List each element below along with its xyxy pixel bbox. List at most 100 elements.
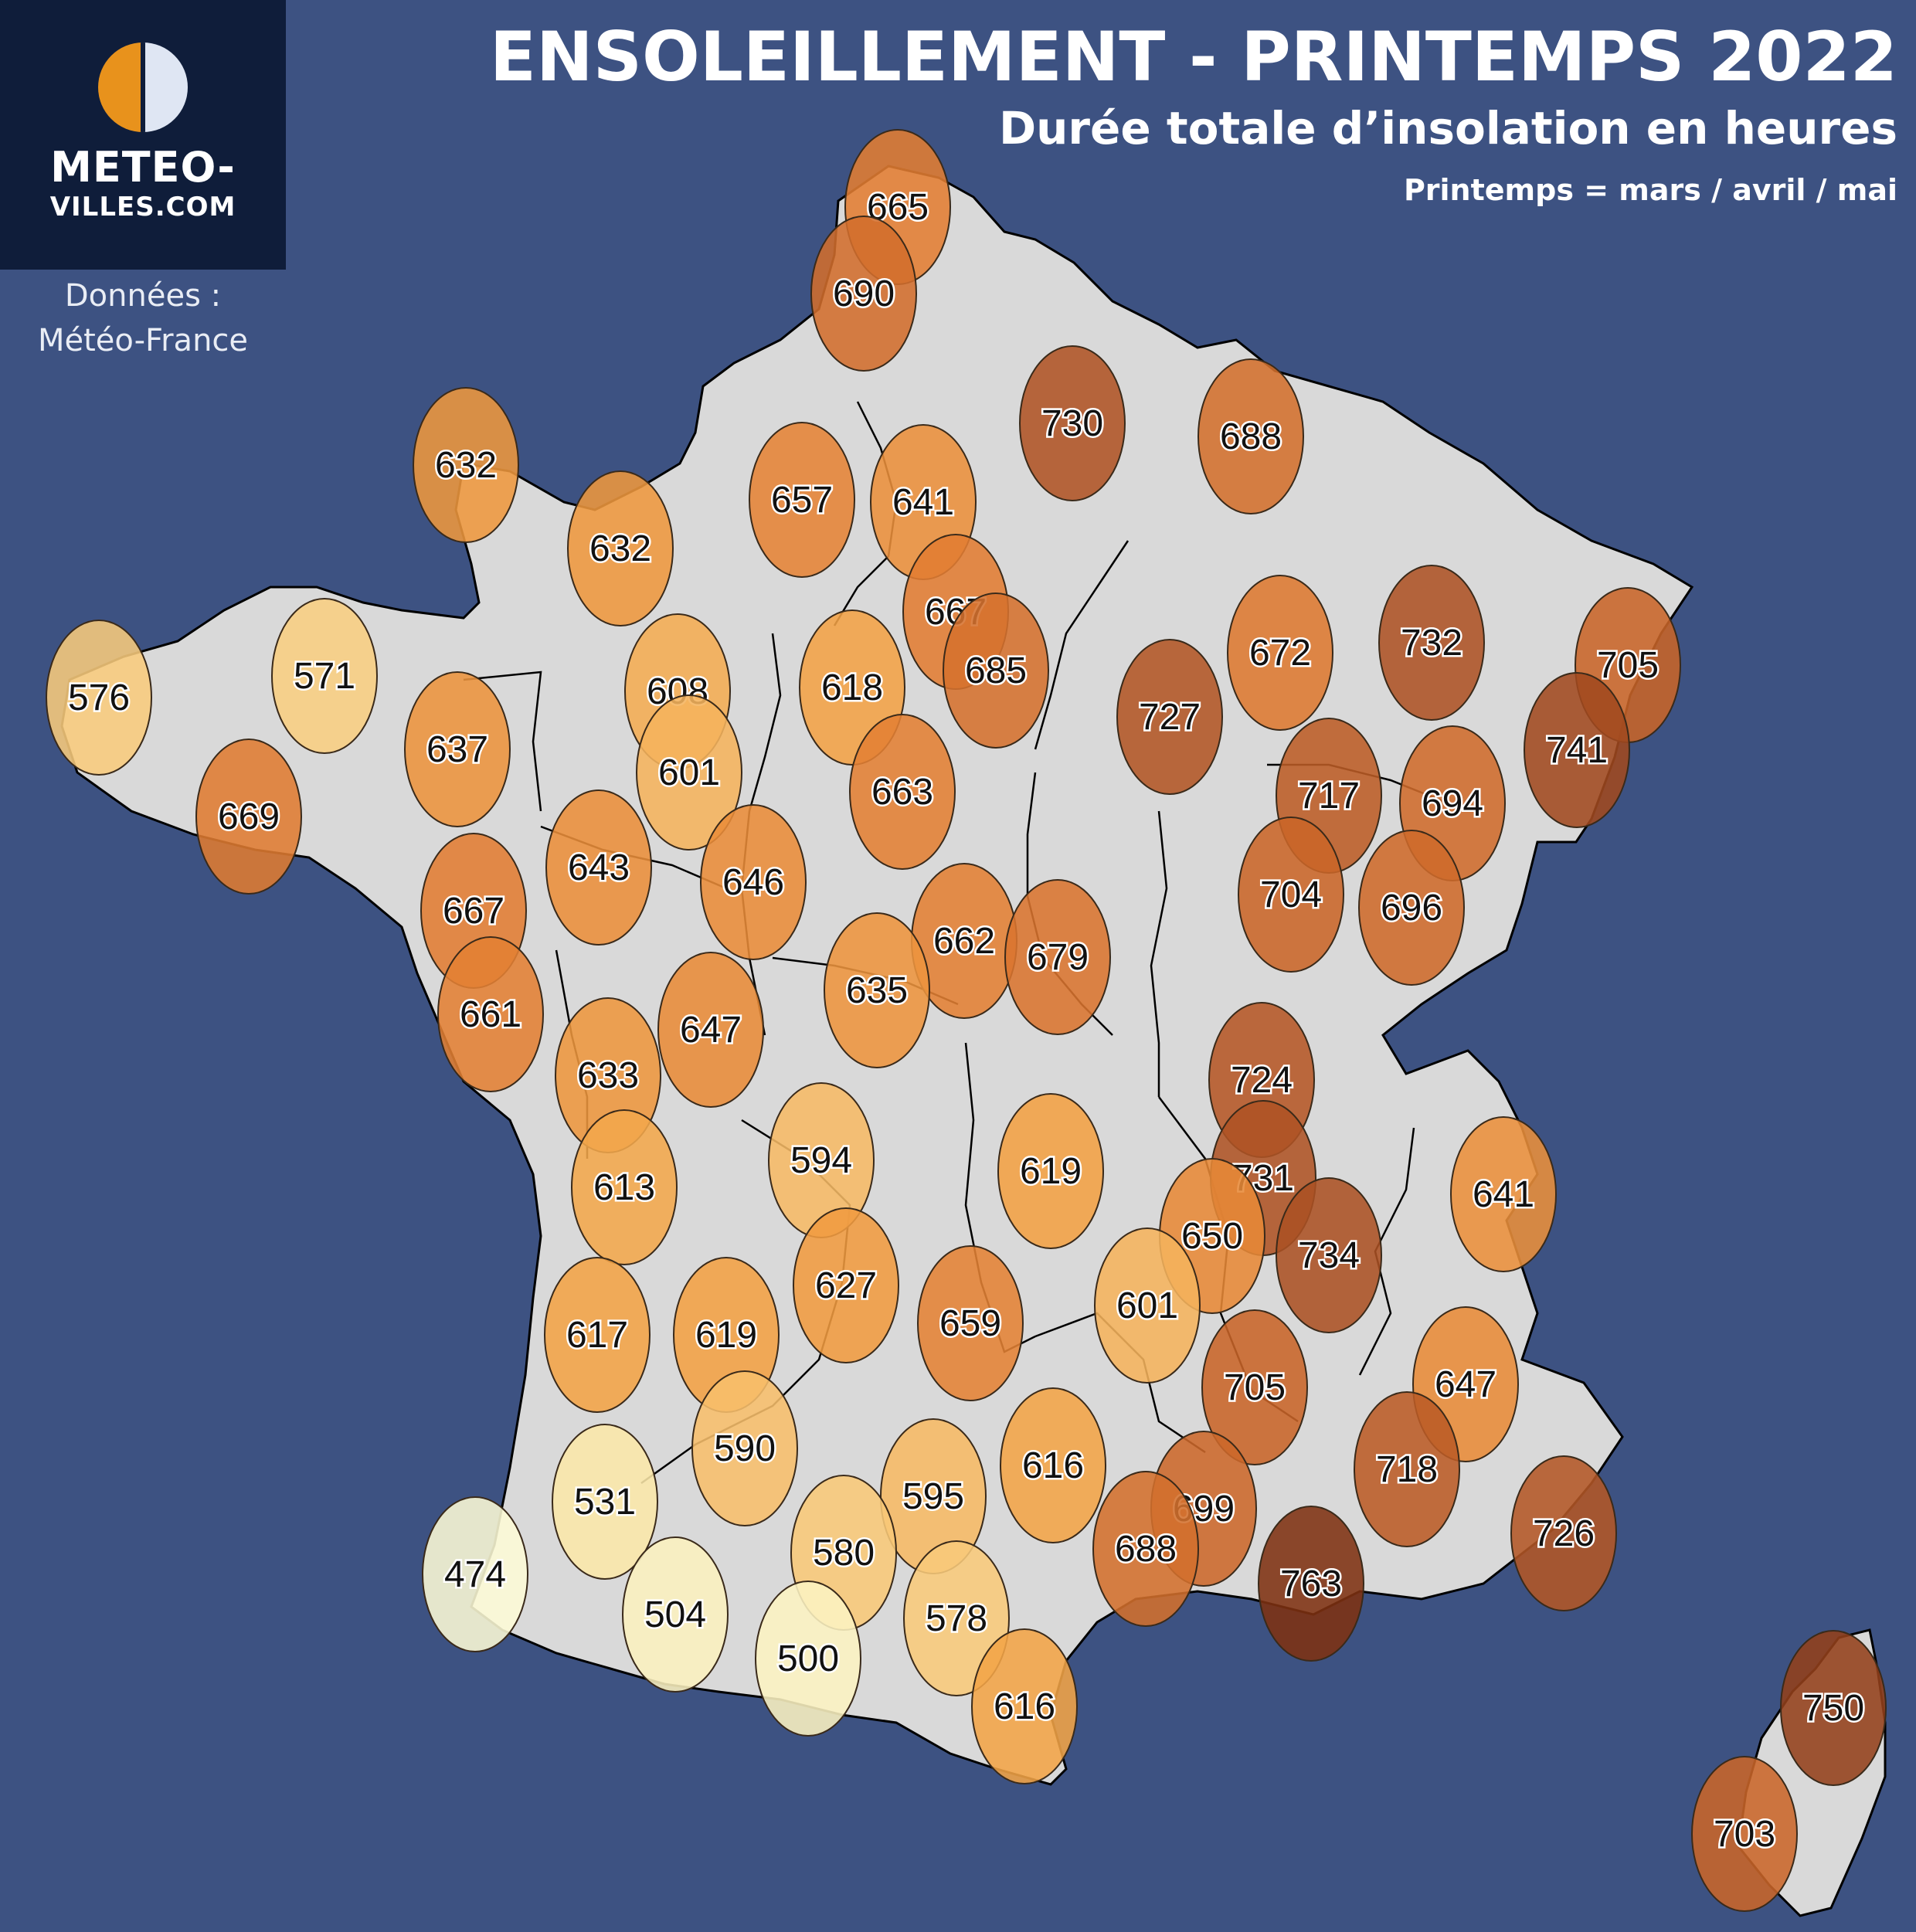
station-value: 580 <box>813 1533 875 1574</box>
station-ellipse <box>1094 1227 1201 1384</box>
station-value: 705 <box>1597 645 1659 686</box>
station-ellipse <box>917 1245 1024 1401</box>
station-value: 571 <box>294 656 355 697</box>
station-ellipse <box>636 694 742 851</box>
station-value: 696 <box>1381 888 1442 929</box>
station-marker: 619 <box>997 1093 1104 1249</box>
station-marker: 688 <box>1092 1471 1199 1627</box>
station-marker: 594 <box>768 1082 875 1238</box>
station-marker: 504 <box>622 1536 729 1693</box>
station-value: 726 <box>1533 1513 1595 1554</box>
station-marker: 734 <box>1276 1177 1382 1333</box>
station-value: 679 <box>1027 937 1089 978</box>
station-value: 663 <box>871 772 933 813</box>
station-ellipse <box>552 1424 658 1580</box>
station-value: 474 <box>444 1554 506 1595</box>
station-marker: 696 <box>1358 830 1465 986</box>
station-ellipse <box>1358 830 1465 986</box>
station-value: 688 <box>1220 416 1282 457</box>
station-marker: 750 <box>1780 1630 1887 1786</box>
station-value: 632 <box>589 528 651 569</box>
station-marker: 635 <box>824 912 930 1068</box>
station-marker: 726 <box>1510 1455 1617 1611</box>
station-marker: 705 <box>1201 1309 1308 1465</box>
station-marker: 474 <box>422 1496 528 1652</box>
station-ellipse <box>46 620 152 776</box>
station-ellipse <box>1378 565 1485 721</box>
station-value: 641 <box>892 482 954 523</box>
station-marker: 616 <box>971 1628 1078 1784</box>
station-marker: 730 <box>1019 345 1126 501</box>
station-marker: 727 <box>1116 639 1223 795</box>
station-value: 616 <box>1022 1445 1084 1486</box>
station-value: 633 <box>577 1055 639 1096</box>
station-value: 647 <box>1435 1364 1496 1405</box>
station-marker: 685 <box>943 593 1049 749</box>
station-marker: 688 <box>1198 358 1304 514</box>
station-marker: 500 <box>755 1581 861 1737</box>
station-ellipse <box>700 804 807 960</box>
station-ellipse <box>810 216 917 372</box>
station-marker: 595 <box>880 1418 987 1574</box>
station-value: 718 <box>1376 1449 1438 1490</box>
station-marker: 627 <box>793 1207 899 1363</box>
station-marker: 672 <box>1227 575 1333 731</box>
station-value: 627 <box>815 1265 877 1306</box>
station-marker: 632 <box>567 470 674 626</box>
station-marker: 732 <box>1378 565 1485 721</box>
station-value: 617 <box>566 1315 628 1356</box>
station-value: 659 <box>939 1303 1001 1344</box>
station-value: 576 <box>68 677 130 718</box>
station-marker: 633 <box>555 997 661 1153</box>
station-ellipse <box>903 1540 1010 1696</box>
station-ellipse <box>437 936 544 1092</box>
station-marker: 637 <box>404 671 511 827</box>
station-marker: 657 <box>749 422 855 578</box>
station-value: 618 <box>821 667 883 708</box>
station-value: 647 <box>680 1010 742 1051</box>
station-ellipse <box>1238 817 1344 973</box>
station-value: 734 <box>1298 1235 1360 1276</box>
station-marker: 659 <box>917 1245 1024 1401</box>
station-value: 657 <box>771 480 833 521</box>
station-ellipse <box>849 714 956 870</box>
station-marker: 662 <box>911 863 1017 1019</box>
station-value: 730 <box>1041 403 1103 444</box>
station-marker: 590 <box>691 1370 798 1526</box>
station-ellipse <box>755 1581 861 1737</box>
station-value: 595 <box>902 1476 964 1517</box>
station-ellipse <box>545 789 652 946</box>
season-note: Printemps = mars / avril / mai <box>1403 173 1897 207</box>
station-marker: 703 <box>1691 1756 1798 1912</box>
station-value: 717 <box>1298 776 1360 817</box>
logo-text-line2: VILLES.COM <box>49 192 236 222</box>
station-marker: 613 <box>571 1109 678 1265</box>
station-value: 594 <box>790 1140 852 1181</box>
station-value: 531 <box>574 1482 636 1523</box>
station-ellipse <box>1258 1506 1364 1662</box>
station-ellipse <box>1000 1387 1106 1543</box>
map-title: ENSOLEILLEMENT - PRINTEMPS 2022 <box>489 17 1897 97</box>
station-ellipse <box>971 1628 1078 1784</box>
station-ellipse <box>1201 1309 1308 1465</box>
station-ellipse <box>793 1207 899 1363</box>
station-marker: 643 <box>545 789 652 946</box>
station-ellipse <box>1450 1116 1557 1272</box>
station-ellipse <box>943 593 1049 749</box>
station-value: 672 <box>1249 633 1311 674</box>
station-ellipse <box>1019 345 1126 501</box>
data-credit-label: Données : <box>64 278 222 314</box>
station-ellipse <box>413 387 519 543</box>
station-ellipse <box>571 1109 678 1265</box>
station-marker: 632 <box>413 387 519 543</box>
station-value: 590 <box>714 1428 776 1469</box>
station-ellipse <box>657 952 764 1108</box>
station-ellipse <box>404 671 511 827</box>
station-value: 578 <box>926 1598 987 1639</box>
station-value: 688 <box>1115 1529 1177 1570</box>
station-ellipse <box>1198 358 1304 514</box>
station-value: 704 <box>1260 874 1322 915</box>
station-ellipse <box>1092 1471 1199 1627</box>
station-value: 727 <box>1139 697 1201 738</box>
